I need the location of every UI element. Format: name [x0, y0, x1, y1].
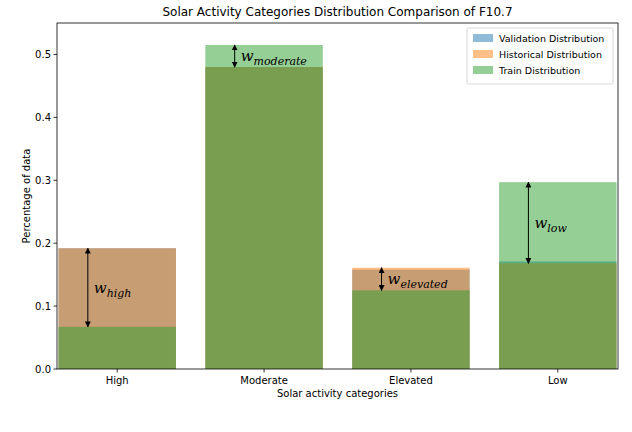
annotation-label: wlow	[534, 214, 567, 235]
annotation-text: w	[94, 279, 107, 297]
annotation-arrow	[528, 182, 529, 263]
annotation-text: w	[534, 214, 547, 232]
y-tick	[54, 369, 58, 370]
annotation-label: whigh	[94, 279, 132, 300]
annotation-arrow	[381, 268, 382, 291]
annotation-subscript: elevated	[400, 278, 447, 291]
y-tick	[54, 243, 58, 244]
x-tick-label: Moderate	[240, 375, 288, 386]
y-tick	[54, 117, 58, 118]
legend-label: Validation Distribution	[499, 33, 604, 44]
legend: Validation Distribution Historical Distri…	[467, 28, 613, 84]
legend-box	[467, 28, 613, 84]
bar	[205, 45, 322, 369]
x-tick	[264, 369, 265, 373]
y-axis-label: Percentage of data	[21, 149, 32, 244]
x-axis-label: Solar activity categories	[277, 388, 398, 399]
chart: whighwmoderatewelevatedwlow0.00.10.20.30…	[0, 0, 632, 432]
y-tick-label: 0.3	[35, 175, 51, 186]
annotation-arrow	[234, 45, 235, 67]
annotation-subscript: moderate	[254, 55, 308, 68]
x-tick-label: Elevated	[389, 375, 433, 386]
y-tick-label: 0.0	[35, 364, 51, 375]
annotation-arrow	[87, 248, 88, 327]
y-tick-label: 0.4	[35, 112, 51, 123]
x-tick-label: High	[106, 375, 129, 386]
x-tick	[410, 369, 411, 373]
x-tick	[557, 369, 558, 373]
legend-swatch	[473, 34, 493, 42]
bars	[58, 45, 616, 369]
annotations: whighwmoderatewelevatedwlow	[88, 45, 568, 327]
bar	[58, 248, 175, 369]
y-tick	[54, 306, 58, 307]
annotation-subscript: high	[107, 287, 132, 300]
frame	[57, 23, 618, 369]
y-tick	[54, 54, 58, 55]
bar	[58, 327, 175, 369]
annotation-subscript: low	[547, 222, 567, 235]
bar	[352, 290, 469, 369]
annotation-label: welevated	[388, 270, 448, 291]
legend-label: Historical Distribution	[499, 49, 602, 60]
title: Solar Activity Categories Distribution C…	[162, 5, 512, 19]
bar	[58, 248, 175, 369]
legend-swatch	[473, 66, 493, 74]
y-tick	[54, 180, 58, 181]
y-tick-label: 0.5	[35, 49, 51, 60]
annotation-text: w	[388, 270, 401, 288]
y-tick-label: 0.2	[35, 238, 51, 249]
annotation-label: wmoderate	[241, 47, 308, 68]
bar	[352, 268, 469, 369]
x-tick	[117, 369, 118, 373]
x-tick-label: Low	[548, 375, 568, 386]
y-tick-label: 0.1	[35, 301, 51, 312]
annotation-text: w	[241, 47, 254, 65]
legend-label: Train Distribution	[498, 65, 580, 76]
legend-swatch	[473, 50, 493, 58]
bar	[499, 182, 616, 369]
